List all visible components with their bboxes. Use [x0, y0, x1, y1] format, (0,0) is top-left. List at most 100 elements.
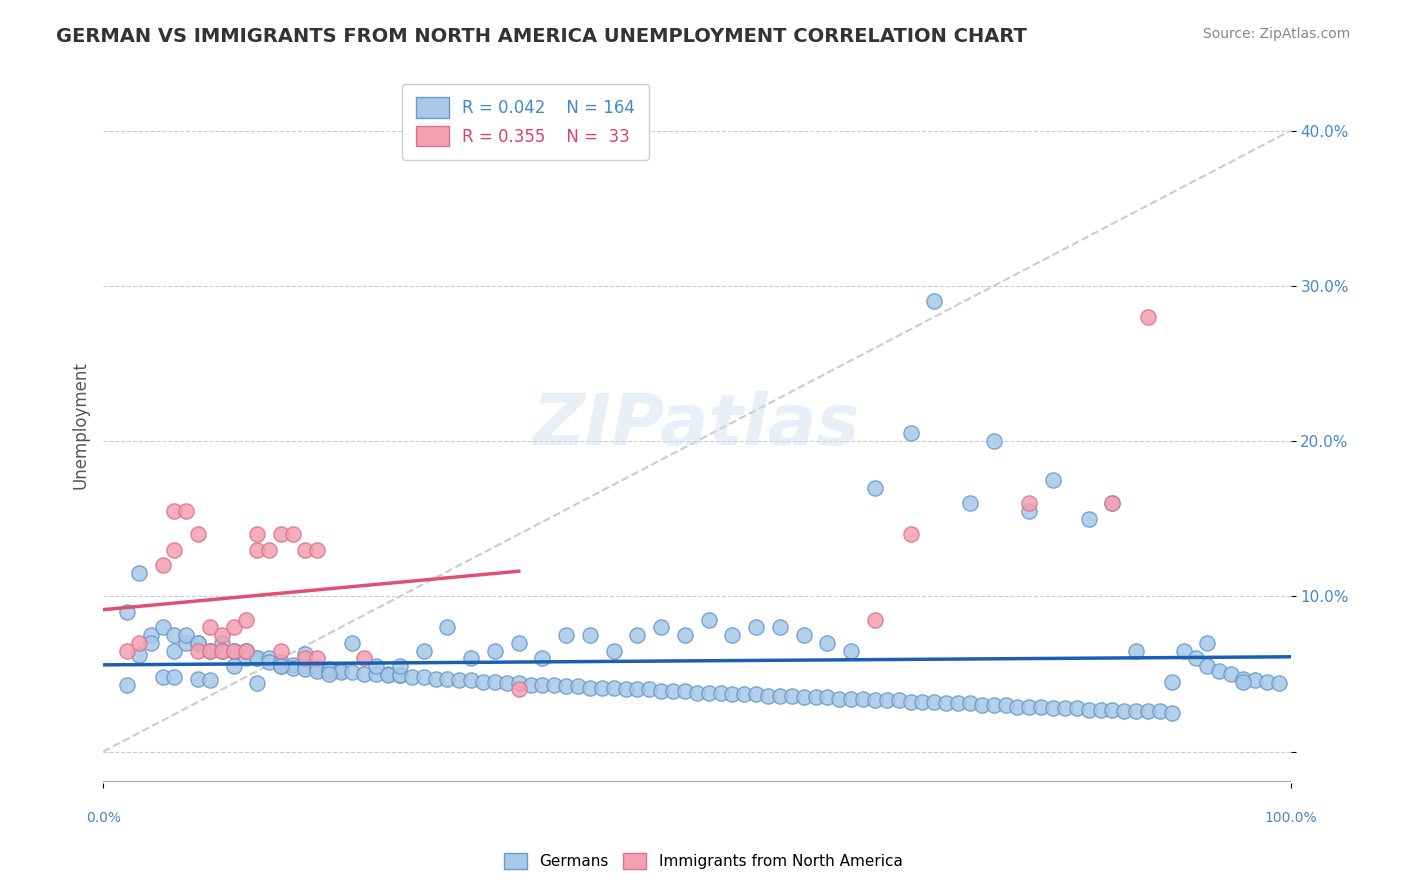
Germans	[1160, 706, 1182, 720]
Immigrants from North America	[128, 636, 150, 650]
Germans	[329, 665, 352, 680]
Immigrants from North America	[1101, 496, 1123, 510]
Germans	[211, 643, 233, 657]
Germans	[235, 643, 257, 657]
Germans	[650, 620, 672, 634]
Germans	[852, 691, 875, 706]
Germans	[115, 678, 138, 692]
Germans	[983, 434, 1005, 448]
Germans	[1101, 703, 1123, 717]
Germans	[460, 651, 482, 665]
Germans	[318, 664, 340, 678]
Germans	[294, 662, 316, 676]
Germans	[294, 659, 316, 673]
Germans	[817, 636, 839, 650]
Germans	[508, 636, 530, 650]
Germans	[1208, 664, 1230, 678]
Germans	[198, 673, 221, 687]
Text: 100.0%: 100.0%	[1264, 811, 1317, 824]
Germans	[673, 628, 696, 642]
Germans	[638, 682, 661, 697]
Germans	[1007, 699, 1029, 714]
Germans	[152, 620, 174, 634]
Germans	[318, 667, 340, 681]
Germans	[294, 647, 316, 661]
Germans	[436, 672, 458, 686]
Germans	[1197, 636, 1219, 650]
Germans	[994, 698, 1017, 712]
Germans	[839, 643, 862, 657]
Germans	[211, 643, 233, 657]
Germans	[1018, 504, 1040, 518]
Germans	[935, 697, 957, 711]
Germans	[163, 628, 186, 642]
Text: GERMAN VS IMMIGRANTS FROM NORTH AMERICA UNEMPLOYMENT CORRELATION CHART: GERMAN VS IMMIGRANTS FROM NORTH AMERICA …	[56, 27, 1028, 45]
Germans	[1090, 703, 1112, 717]
Germans	[187, 636, 209, 650]
Germans	[614, 682, 637, 697]
Immigrants from North America	[294, 542, 316, 557]
Germans	[876, 693, 898, 707]
Germans	[211, 636, 233, 650]
Germans	[626, 682, 648, 697]
Germans	[508, 676, 530, 690]
Germans	[946, 697, 969, 711]
Germans	[187, 636, 209, 650]
Immigrants from North America	[246, 527, 269, 541]
Germans	[780, 689, 803, 703]
Germans	[804, 690, 827, 705]
Germans	[412, 643, 434, 657]
Immigrants from North America	[508, 682, 530, 697]
Germans	[1018, 699, 1040, 714]
Immigrants from North America	[174, 504, 197, 518]
Germans	[1256, 674, 1278, 689]
Germans	[555, 679, 578, 693]
Germans	[817, 690, 839, 705]
Germans	[270, 655, 292, 669]
Germans	[662, 684, 685, 698]
Immigrants from North America	[270, 527, 292, 541]
Germans	[1149, 704, 1171, 718]
Immigrants from North America	[1018, 496, 1040, 510]
Immigrants from North America	[211, 643, 233, 657]
Germans	[793, 628, 815, 642]
Germans	[246, 676, 269, 690]
Germans	[1232, 674, 1254, 689]
Immigrants from North America	[187, 527, 209, 541]
Germans	[697, 613, 720, 627]
Germans	[745, 687, 768, 701]
Germans	[970, 698, 993, 712]
Germans	[305, 664, 328, 678]
Germans	[1125, 704, 1147, 718]
Immigrants from North America	[115, 643, 138, 657]
Immigrants from North America	[163, 542, 186, 557]
Immigrants from North America	[187, 643, 209, 657]
Legend: R = 0.042    N = 164, R = 0.355    N =  33: R = 0.042 N = 164, R = 0.355 N = 33	[402, 84, 648, 160]
Germans	[246, 651, 269, 665]
Immigrants from North America	[900, 527, 922, 541]
Germans	[1077, 703, 1099, 717]
Immigrants from North America	[198, 620, 221, 634]
Germans	[579, 681, 602, 695]
Germans	[603, 643, 626, 657]
Germans	[911, 695, 934, 709]
Germans	[1197, 659, 1219, 673]
Germans	[401, 670, 423, 684]
Germans	[342, 636, 364, 650]
Germans	[222, 643, 245, 657]
Germans	[342, 665, 364, 680]
Germans	[366, 667, 388, 681]
Germans	[1042, 473, 1064, 487]
Germans	[259, 655, 281, 669]
Germans	[270, 659, 292, 673]
Germans	[115, 605, 138, 619]
Germans	[377, 667, 399, 681]
Germans	[650, 684, 672, 698]
Immigrants from North America	[235, 613, 257, 627]
Germans	[959, 496, 981, 510]
Immigrants from North America	[163, 504, 186, 518]
Germans	[769, 620, 792, 634]
Germans	[839, 691, 862, 706]
Germans	[174, 636, 197, 650]
Germans	[1160, 674, 1182, 689]
